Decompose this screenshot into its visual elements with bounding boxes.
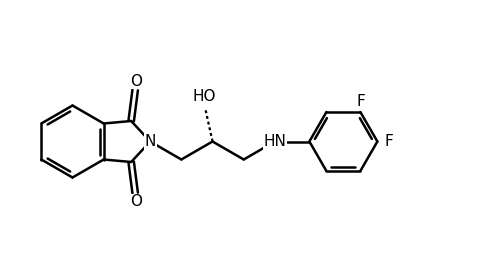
Text: O: O	[130, 195, 142, 210]
Text: HN: HN	[264, 134, 286, 149]
Text: F: F	[356, 93, 365, 109]
Text: N: N	[144, 134, 156, 149]
Text: HO: HO	[192, 89, 216, 104]
Text: O: O	[130, 73, 142, 89]
Text: F: F	[384, 134, 393, 149]
